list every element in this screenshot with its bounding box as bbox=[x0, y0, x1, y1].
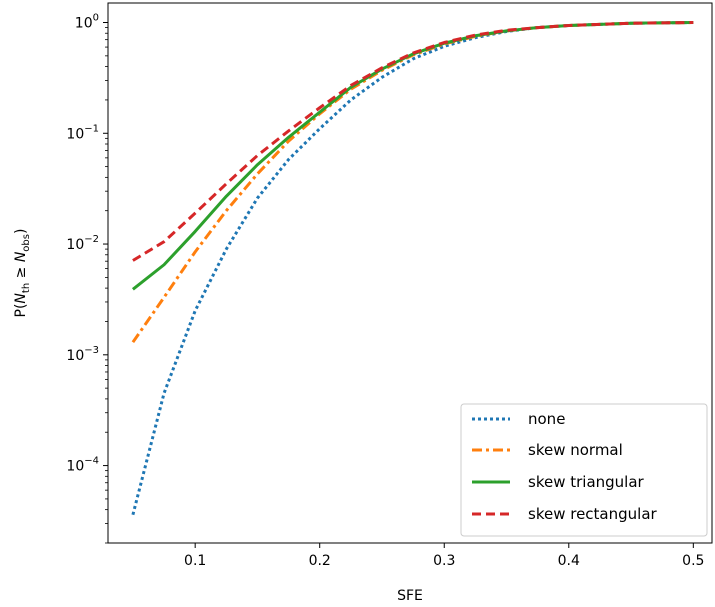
x-axis-label: SFE bbox=[397, 588, 423, 604]
series-layer bbox=[131, 21, 694, 516]
x-tick-label: 0.4 bbox=[558, 553, 580, 569]
series-line-skew-triangular bbox=[131, 21, 694, 291]
legend-label-skew-triangular: skew triangular bbox=[528, 473, 645, 491]
y-tick-label: 10−3 bbox=[66, 345, 99, 364]
plot-frame bbox=[107, 2, 713, 544]
x-tick-label: 0.3 bbox=[433, 553, 455, 569]
legend-label-skew-rectangular: skew rectangular bbox=[528, 505, 658, 523]
legend-label-none: none bbox=[528, 410, 565, 428]
y-tick-label: 10−4 bbox=[66, 456, 99, 475]
x-tick-label: 0.2 bbox=[309, 553, 331, 569]
y-tick-label: 100 bbox=[75, 13, 99, 32]
series-line-skew-rectangular bbox=[132, 21, 694, 262]
series-line-skew-normal bbox=[131, 21, 694, 344]
x-tick-label: 0.1 bbox=[184, 553, 206, 569]
y-axis-label: P(Nth ≥ Nobs) bbox=[13, 229, 32, 318]
y-tick-label: 10−2 bbox=[66, 234, 99, 253]
legend-box bbox=[460, 403, 708, 537]
legend: none skew normal skew triangular skew re… bbox=[460, 403, 708, 537]
legend-label-skew-normal: skew normal bbox=[528, 441, 623, 459]
y-axis: 100 10−1 10−2 10−3 10−4 bbox=[66, 13, 108, 544]
y-tick-label: 10−1 bbox=[66, 123, 99, 142]
x-axis: 0.1 0.2 0.3 0.4 0.5 bbox=[184, 543, 704, 569]
x-tick-label: 0.5 bbox=[682, 553, 704, 569]
